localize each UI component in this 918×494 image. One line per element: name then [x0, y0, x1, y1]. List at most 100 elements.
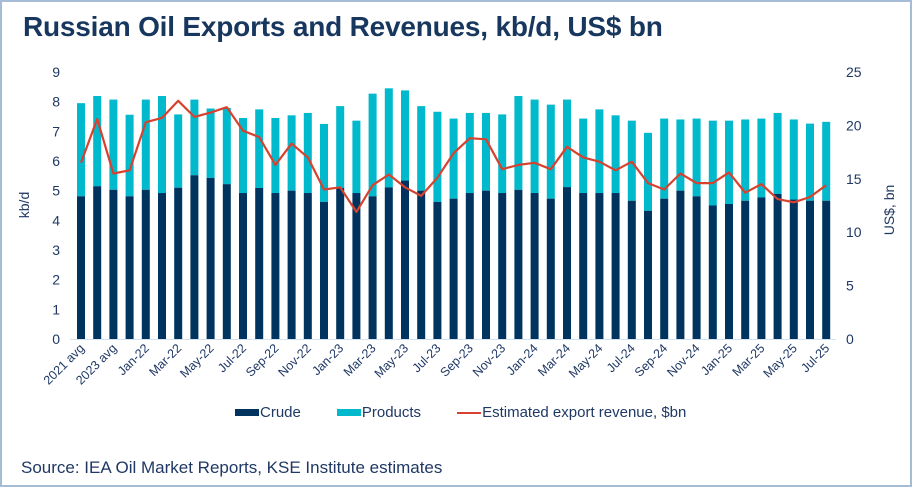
bar-products — [109, 99, 118, 190]
x-tick-label: Jan-23 — [309, 341, 346, 378]
bar-crude — [789, 199, 798, 339]
bar-crude — [757, 197, 766, 339]
x-tick-label: Jan-22 — [115, 341, 152, 378]
source-note: Source: IEA Oil Market Reports, KSE Inst… — [21, 458, 443, 477]
bar-crude — [77, 196, 85, 339]
bar-crude — [579, 193, 588, 339]
bar-crude — [465, 193, 474, 339]
bar-crude — [271, 193, 280, 339]
bar-products — [822, 121, 831, 201]
legend-swatch-revenue — [457, 411, 482, 414]
x-tick-label: Jan-25 — [698, 341, 735, 378]
bar-products — [676, 119, 685, 191]
chart-frame — [0, 0, 912, 487]
bar-crude — [611, 193, 620, 339]
bar-crude — [368, 196, 377, 339]
y-tick-left: 1 — [52, 301, 60, 317]
y-tick-right: 25 — [846, 64, 862, 80]
bar-products — [174, 114, 183, 188]
bar-crude — [125, 196, 134, 339]
bar-crude — [303, 193, 312, 339]
bar-products — [692, 118, 701, 197]
x-tick-label: May-23 — [372, 341, 411, 380]
bar-products — [303, 112, 312, 194]
legend-item-crude: Crude — [235, 404, 301, 421]
y-tick-left: 5 — [52, 183, 60, 199]
bar-crude — [644, 210, 652, 339]
bar-crude — [449, 198, 458, 339]
bar-products — [725, 120, 733, 205]
y-tick-right: 20 — [846, 117, 862, 133]
bar-products — [757, 118, 766, 198]
y-tick-left: 2 — [52, 272, 60, 288]
x-tick-label: May-22 — [177, 341, 216, 380]
legend-label-products: Products — [361, 404, 422, 421]
y-tick-right: 0 — [846, 331, 854, 347]
bar-products — [93, 96, 102, 187]
bar-crude — [158, 193, 166, 339]
y-tick-left: 7 — [52, 123, 60, 139]
x-tick-label: Nov-24 — [664, 341, 702, 379]
bar-crude — [433, 201, 442, 339]
y-tick-right: 10 — [846, 224, 862, 240]
bar-products — [579, 118, 588, 194]
bar-crude — [595, 193, 604, 339]
bar-products — [368, 93, 377, 197]
bar-products — [465, 112, 474, 194]
bar-products — [320, 123, 328, 202]
bar-crude — [141, 189, 150, 339]
bar-crude — [627, 200, 636, 339]
legend-label-crude: Crude — [260, 404, 301, 421]
bar-crude — [417, 190, 426, 339]
bar-products — [417, 106, 426, 191]
bar-crude — [352, 193, 361, 339]
bar-crude — [546, 198, 555, 339]
x-tick-label: Jul-25 — [798, 341, 832, 375]
bar-crude — [773, 193, 782, 339]
bar-products — [433, 111, 442, 202]
bar-products — [287, 115, 296, 191]
bar-products — [741, 119, 750, 201]
bar-products — [336, 106, 345, 188]
bar-crude — [109, 189, 118, 339]
bar-products — [789, 119, 798, 200]
x-tick-label: Mar-23 — [341, 341, 379, 379]
y-axis-title-right: US$, bn — [881, 185, 897, 236]
bar-crude — [676, 190, 685, 339]
bar-products — [708, 120, 717, 206]
bar-products — [222, 107, 231, 185]
bar-crude — [725, 204, 733, 339]
y-tick-right: 5 — [846, 278, 854, 294]
bar-crude — [660, 198, 669, 339]
bar-crude — [222, 184, 231, 339]
bar-crude — [206, 177, 215, 339]
bar-products — [206, 108, 215, 178]
y-tick-left: 4 — [52, 212, 60, 228]
bar-products — [482, 112, 490, 191]
x-tick-label: May-25 — [761, 341, 800, 380]
chart-title: Russian Oil Exports and Revenues, kb/d, … — [23, 11, 663, 42]
y-tick-left: 3 — [52, 242, 60, 258]
bar-products — [595, 109, 604, 194]
bar-products — [352, 120, 361, 194]
x-tick-label: Mar-22 — [146, 341, 184, 379]
y-tick-left: 6 — [52, 153, 60, 169]
bar-crude — [741, 200, 750, 339]
bar-products — [530, 99, 539, 194]
x-tick-label: Nov-23 — [470, 341, 508, 379]
bar-products — [611, 115, 620, 194]
x-tick-label: Nov-22 — [276, 341, 314, 379]
bar-crude — [287, 190, 296, 339]
bar-products — [158, 96, 166, 194]
bar-products — [125, 114, 134, 197]
bar-products — [255, 109, 264, 188]
legend-item-products: Products — [336, 404, 422, 421]
bar-products — [773, 112, 782, 194]
bar-products — [806, 123, 814, 201]
bar-products — [384, 88, 393, 188]
legend-label-revenue: Estimated export revenue, $bn — [482, 404, 687, 421]
bar-crude — [563, 187, 571, 339]
y-tick-left: 8 — [52, 94, 60, 110]
legend-item-revenue: Estimated export revenue, $bn — [457, 404, 686, 421]
